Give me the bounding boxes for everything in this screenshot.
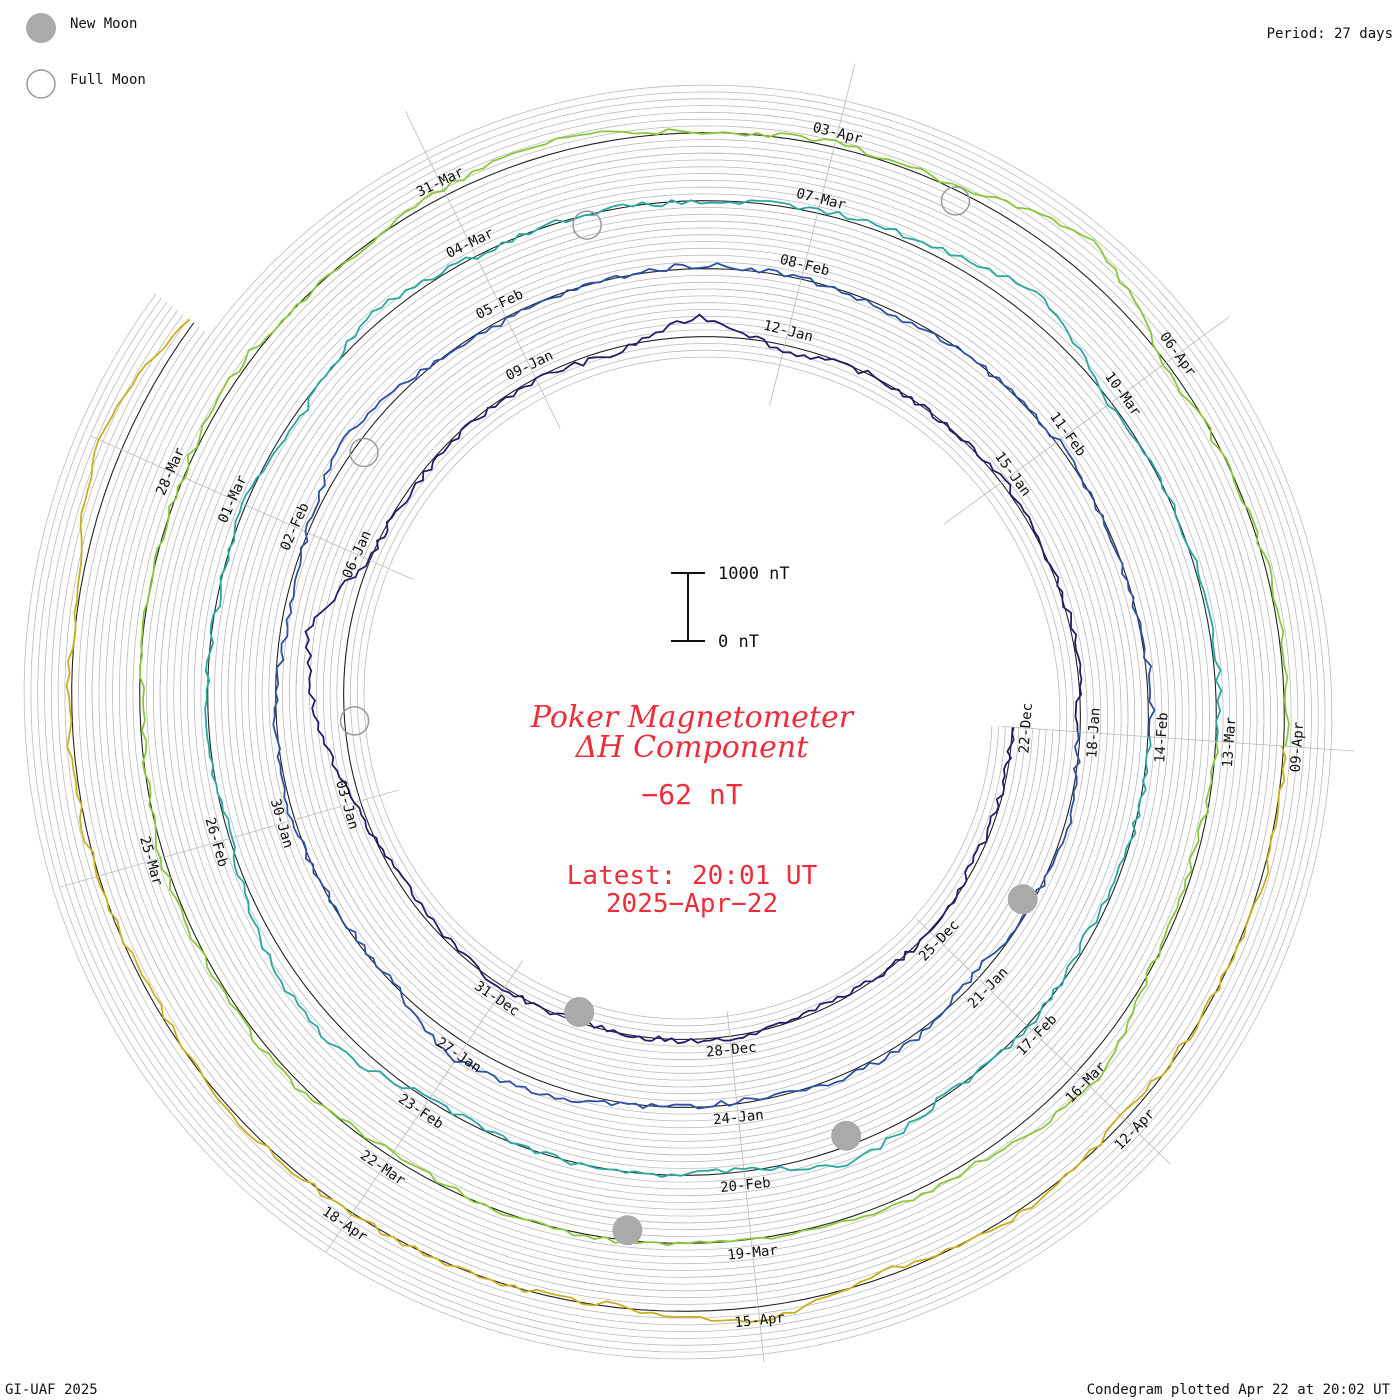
radial-spokes bbox=[59, 63, 1355, 1363]
latest-time: Latest: 20:01 UT bbox=[567, 861, 818, 891]
date-label: 26-Feb bbox=[201, 816, 230, 869]
date-label: 09-Apr bbox=[1288, 721, 1307, 773]
date-label: 10-Mar bbox=[1101, 369, 1144, 419]
trace-rotation-1 bbox=[304, 313, 1083, 1045]
moon-markers bbox=[339, 186, 1038, 1246]
full-moon-icon bbox=[940, 186, 971, 216]
date-label: 19-Mar bbox=[727, 1243, 779, 1264]
date-label: 01-Mar bbox=[215, 473, 250, 526]
date-label: 23-Feb bbox=[395, 1091, 446, 1133]
gridline-spiral bbox=[30, 91, 1326, 1353]
new-moon-icon bbox=[1007, 884, 1038, 915]
date-label: 18-Jan bbox=[1084, 707, 1103, 759]
chart-subtitle: ΔH Component bbox=[575, 730, 809, 765]
date-label: 21-Jan bbox=[965, 964, 1012, 1011]
current-value: −62 nT bbox=[641, 778, 742, 811]
date-label: 14-Feb bbox=[1152, 712, 1171, 764]
date-label: 22-Mar bbox=[357, 1147, 408, 1189]
date-label: 25-Dec bbox=[916, 917, 963, 964]
gridline-spiral bbox=[78, 139, 1278, 1305]
date-label: 31-Dec bbox=[471, 978, 522, 1020]
radial-spoke bbox=[91, 435, 414, 581]
date-label: 13-Mar bbox=[1220, 717, 1239, 769]
date-label: 22-Dec bbox=[1016, 702, 1035, 754]
radial-spoke bbox=[404, 110, 561, 429]
date-label: 15-Apr bbox=[734, 1310, 786, 1331]
full-moon-icon bbox=[572, 210, 602, 240]
period-label: Period: 27 days bbox=[1267, 26, 1393, 42]
radial-spoke bbox=[726, 1011, 765, 1363]
date-label: 28-Mar bbox=[153, 445, 188, 498]
gridline-spiral bbox=[84, 145, 1272, 1299]
new-moon-icon bbox=[564, 997, 595, 1027]
date-label: 20-Feb bbox=[720, 1175, 772, 1196]
full-moon-icon bbox=[349, 437, 379, 468]
gridline-spiral bbox=[64, 125, 1292, 1319]
date-label: 24-Jan bbox=[712, 1107, 764, 1128]
latest-date: 2025−Apr−22 bbox=[606, 889, 778, 919]
gridline-spiral bbox=[50, 111, 1306, 1333]
ring-gridlines bbox=[23, 84, 1333, 1360]
date-label: 15-Jan bbox=[991, 449, 1034, 499]
date-label: 03-Apr bbox=[811, 120, 864, 148]
new-moon-legend-icon bbox=[26, 13, 56, 43]
gridline-spiral bbox=[23, 84, 1333, 1360]
footer-plotted-time: Condegram plotted Apr 22 at 20:02 UT bbox=[1087, 1382, 1391, 1398]
date-label: 02-Feb bbox=[278, 501, 313, 554]
new-moon-icon bbox=[612, 1215, 643, 1246]
trace-rotation-3 bbox=[204, 199, 1223, 1178]
scale-bar-bottom-label: 0 nT bbox=[718, 632, 759, 652]
date-label: 12-Jan bbox=[762, 318, 815, 346]
radial-spoke bbox=[59, 789, 400, 888]
trace-rotation-2 bbox=[272, 262, 1156, 1110]
new-moon-legend-label: New Moon bbox=[70, 16, 137, 32]
date-label: 18-Apr bbox=[319, 1204, 370, 1246]
date-label: 06-Jan bbox=[340, 528, 375, 581]
date-label: 06-Apr bbox=[1156, 329, 1199, 379]
gridline-spiral bbox=[44, 105, 1312, 1339]
date-label: 12-Apr bbox=[1112, 1106, 1159, 1153]
new-moon-icon bbox=[831, 1120, 862, 1151]
radial-spoke bbox=[943, 316, 1230, 525]
radial-spoke bbox=[325, 960, 524, 1254]
full-moon-icon bbox=[339, 706, 370, 736]
baseline-spiral bbox=[71, 132, 1285, 1312]
data-traces bbox=[65, 128, 1290, 1324]
trace-rotation-4 bbox=[139, 128, 1290, 1247]
gridline-spiral bbox=[37, 98, 1319, 1346]
chart-title: Poker Magnetometer bbox=[530, 700, 855, 735]
radial-spoke bbox=[916, 918, 1171, 1165]
date-label: 28-Dec bbox=[705, 1040, 757, 1061]
trace-rotation-5 bbox=[65, 318, 1287, 1324]
date-label: 16-Mar bbox=[1063, 1059, 1110, 1106]
scale-bar-top-label: 1000 nT bbox=[718, 564, 790, 584]
radial-spoke bbox=[769, 63, 856, 407]
date-label: 27-Jan bbox=[433, 1035, 484, 1077]
footer-credit: GI-UAF 2025 bbox=[5, 1382, 98, 1398]
full-moon-legend-label: Full Moon bbox=[70, 72, 146, 88]
radial-spoke bbox=[1002, 726, 1355, 752]
date-label: 30-Jan bbox=[267, 797, 296, 850]
full-moon-legend-icon bbox=[26, 69, 56, 99]
